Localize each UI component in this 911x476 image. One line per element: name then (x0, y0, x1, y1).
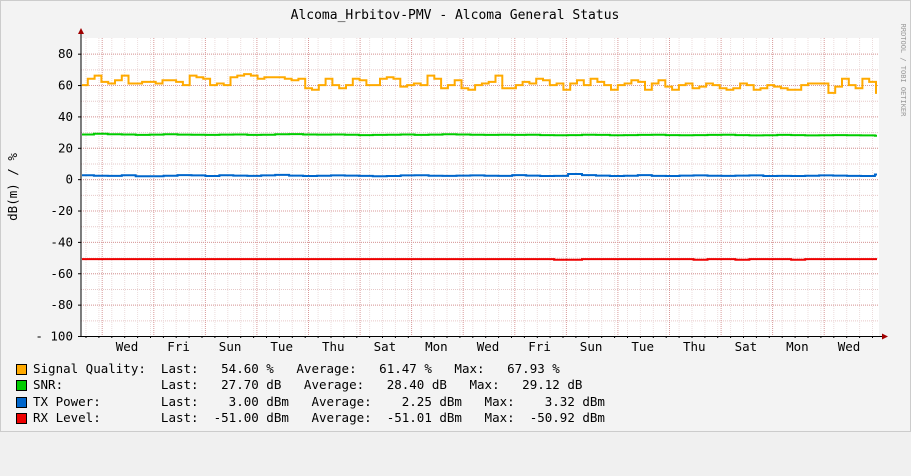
y-tick-label: -20 (50, 203, 73, 218)
legend-swatch (16, 413, 27, 425)
chart-title: Alcoma_Hrbitov-PMV - Alcoma General Stat… (291, 8, 620, 23)
legend-text: SNR: Last: 27.70 dB Average: 28.40 dB Ma… (33, 377, 583, 393)
x-tick-label: Fri (528, 339, 551, 354)
legend-text: RX Level: Last: -51.00 dBm Average: -51.… (33, 410, 605, 426)
x-tick-label: Wed (116, 339, 139, 354)
legend-swatch (16, 380, 27, 392)
plot-area (81, 38, 879, 336)
y-tick-label: - 100 (35, 329, 73, 344)
x-tick-label: Sun (580, 339, 603, 354)
y-tick-label: 60 (58, 78, 73, 93)
x-axis-arrow (882, 333, 888, 340)
x-tick-label: Thu (322, 339, 345, 354)
legend: Signal Quality: Last: 54.60 % Average: 6… (16, 361, 605, 427)
x-tick-label: Wed (838, 339, 861, 354)
y-tick-label: 40 (58, 109, 73, 124)
y-axis-label: dB(m) / % (5, 153, 20, 221)
tx-power-line (82, 173, 877, 178)
x-tick-label: Mon (786, 339, 809, 354)
x-tick-label: Tue (270, 339, 293, 354)
x-tick-label: Thu (683, 339, 706, 354)
y-tick-label: -40 (50, 234, 73, 249)
legend-swatch (16, 364, 27, 375)
legend-item-rx-level: RX Level: Last: -51.00 dBm Average: -51.… (16, 410, 605, 426)
rrd-graph: 80 60 40 20 0 -20 -40 -60 -80 - 100 Wed Fri Sun Tue Th… (0, 0, 911, 432)
x-tick-label: Tue (631, 339, 654, 354)
y-tick-label: 80 (58, 46, 73, 61)
snr-line (82, 132, 877, 137)
y-tick-label: -80 (50, 297, 73, 312)
x-tick-label: Mon (425, 339, 448, 354)
rrdtool-watermark: RRDTOOL / TOBI OETIKER (899, 24, 907, 118)
y-tick-label: -60 (50, 266, 73, 281)
legend-swatch (16, 396, 27, 408)
x-tick-label: Fri (167, 339, 190, 354)
legend-item-tx-power: TX Power: Last: 3.00 dBm Average: 2.25 d… (16, 394, 605, 410)
legend-text: Signal Quality: Last: 54.60 % Average: 6… (33, 361, 560, 376)
x-tick-label: Sat (735, 339, 758, 354)
legend-item-snr: SNR: Last: 27.70 dB Average: 28.40 dB Ma… (16, 377, 582, 393)
legend-item-signal-quality: Signal Quality: Last: 54.60 % Average: 6… (16, 361, 560, 377)
y-tick-label: 20 (58, 140, 73, 155)
signal-quality-line (82, 73, 877, 94)
legend-text: TX Power: Last: 3.00 dBm Average: 2.25 d… (33, 393, 605, 409)
x-tick-label: Sat (374, 339, 397, 354)
x-tick-label: Wed (477, 339, 500, 354)
chart-canvas: 80 60 40 20 0 -20 -40 -60 -80 - 100 Wed Fri Sun Tue Th… (0, 0, 911, 432)
y-tick-label: 0 (65, 172, 73, 187)
x-tick-label: Sun (219, 339, 242, 354)
y-axis-arrow (78, 28, 84, 34)
rx-level-line (82, 258, 877, 261)
